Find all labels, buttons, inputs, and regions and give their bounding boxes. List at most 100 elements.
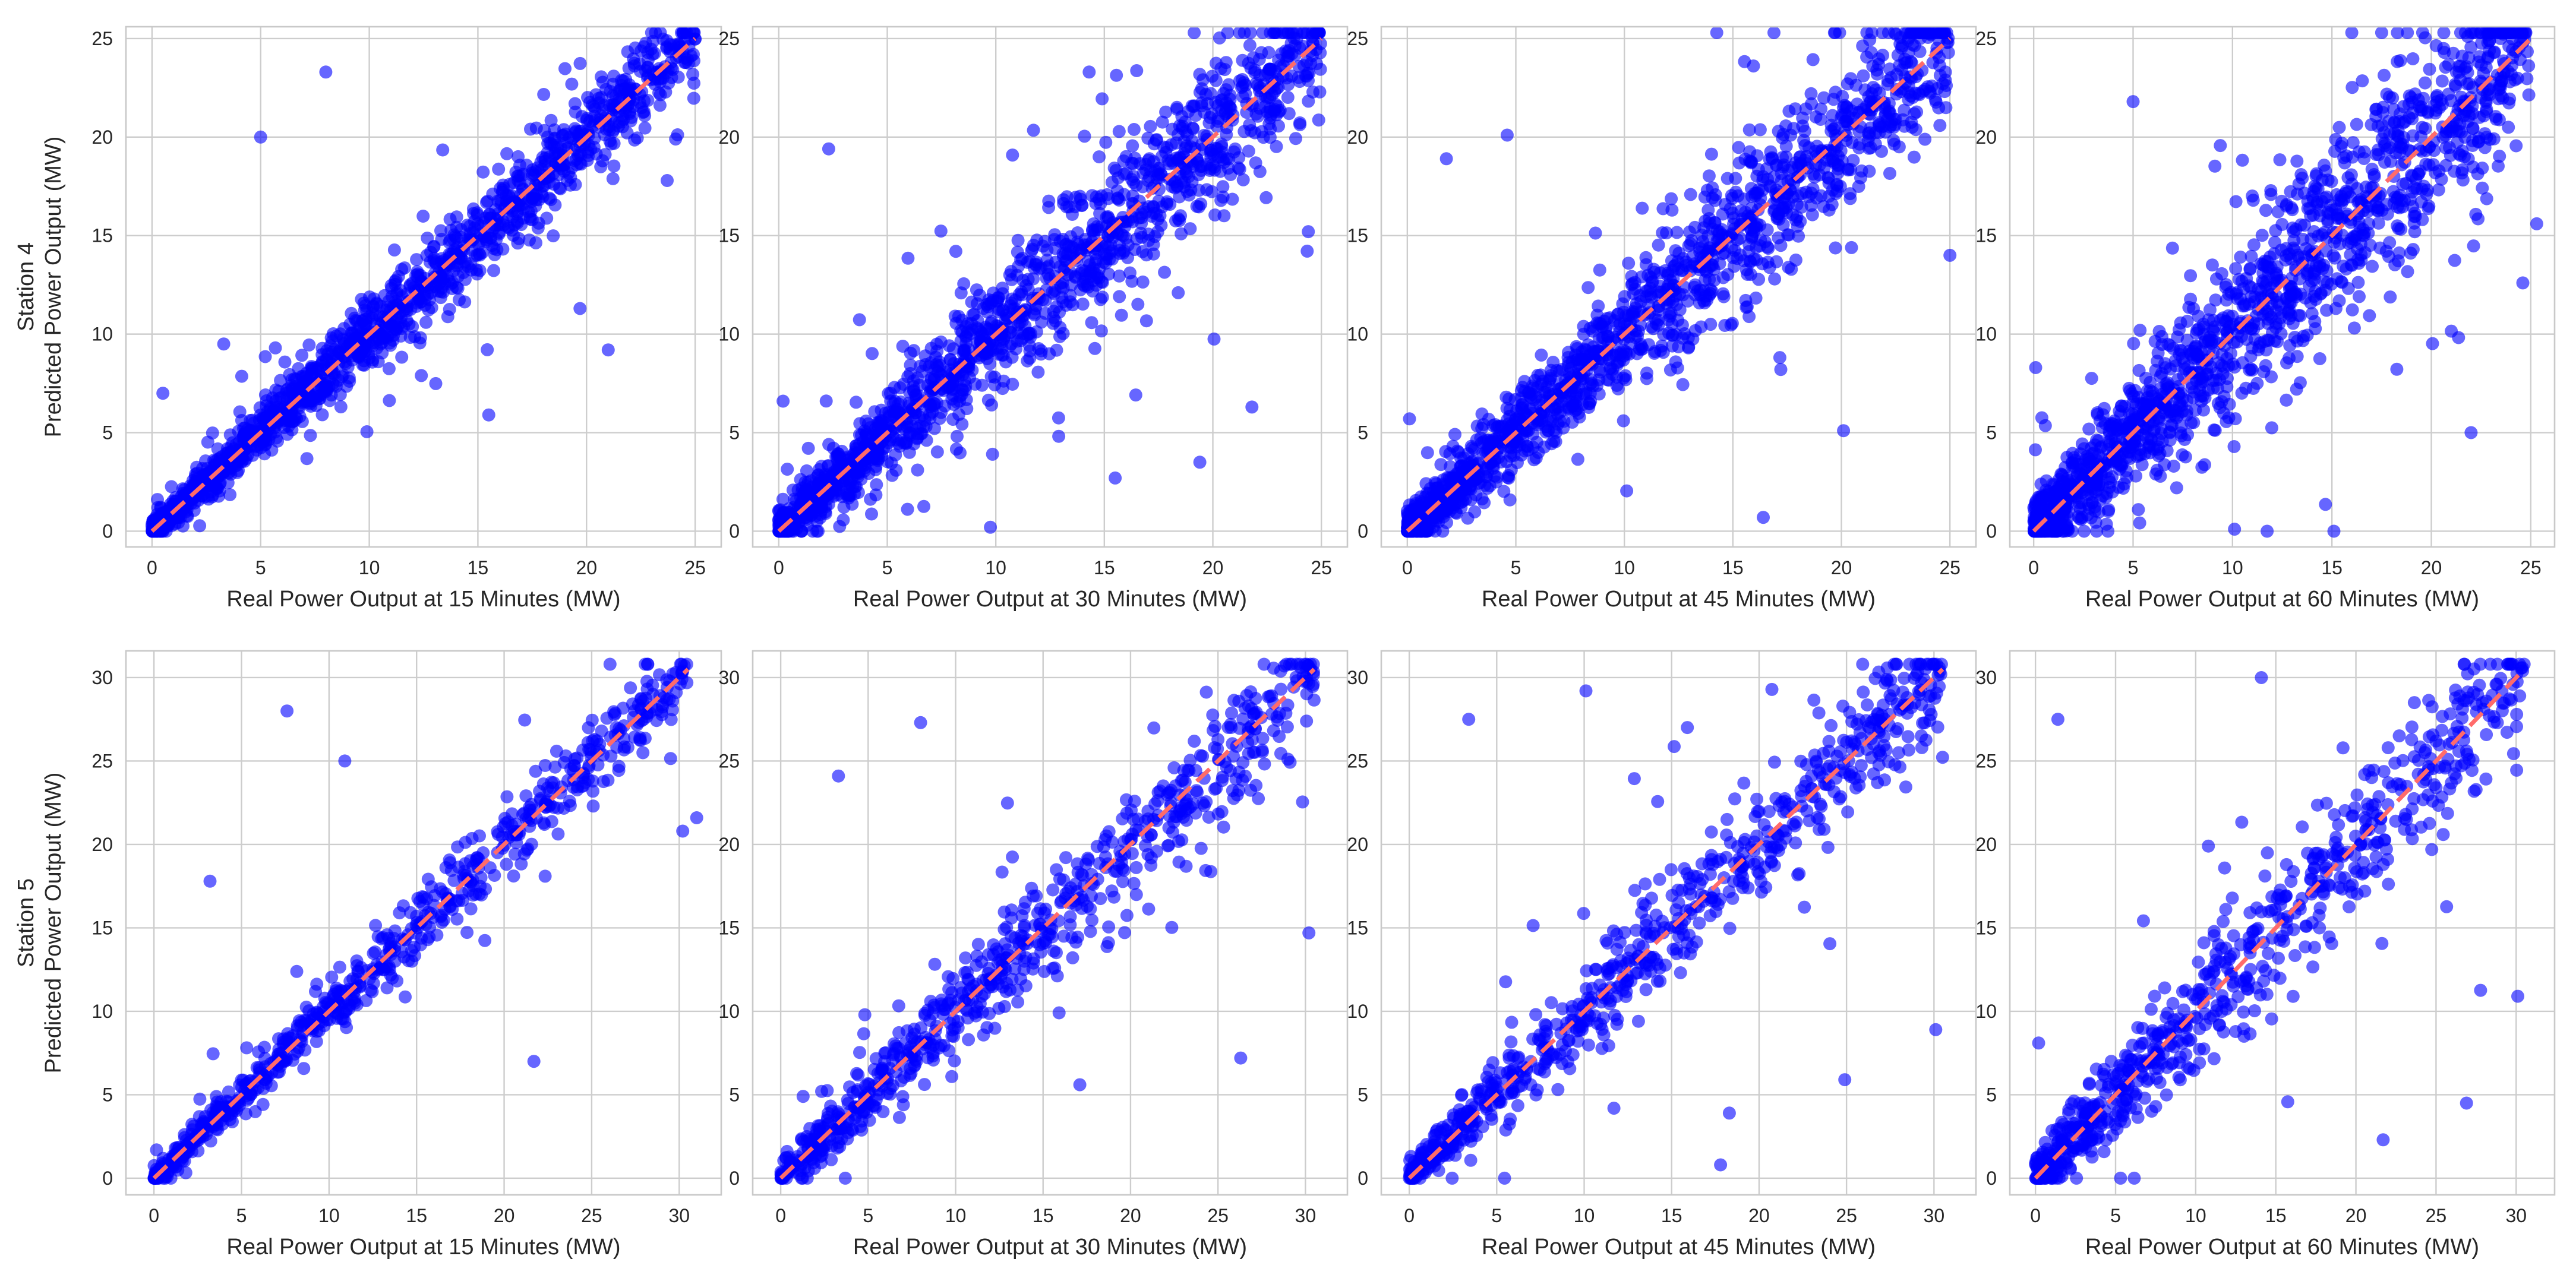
scatter-point: [2351, 276, 2365, 289]
scatter-point: [1151, 213, 1164, 226]
scatter-point: [329, 379, 343, 393]
scatter-point: [410, 253, 424, 267]
scatter-point: [971, 297, 984, 311]
scatter-point: [543, 150, 557, 163]
scatter-point: [1518, 375, 1532, 388]
y-tick-label: 5: [1358, 422, 1368, 444]
scatter-point: [1830, 178, 1844, 191]
scatter-point: [1420, 446, 1434, 460]
scatter-point: [1808, 170, 1821, 184]
scatter-point: [1175, 227, 1188, 241]
scatter-point: [383, 336, 397, 350]
scatter-point: [1707, 273, 1721, 287]
scatter-point: [1209, 96, 1223, 109]
scatter-point: [1193, 455, 1207, 469]
scatter-point: [334, 400, 348, 414]
scatter-point: [661, 174, 674, 187]
scatter-point: [1096, 290, 1109, 304]
scatter-point: [1464, 493, 1478, 507]
scatter-point: [429, 377, 443, 390]
scatter-point: [1054, 280, 1068, 293]
scatter-point: [1217, 209, 1231, 223]
scatter-point: [1717, 290, 1731, 303]
scatter-point: [1290, 27, 1303, 39]
scatter-point: [1535, 348, 1548, 362]
scatter-point: [1078, 129, 1091, 143]
scatter-point: [254, 130, 267, 144]
scatter-point: [472, 247, 486, 261]
scatter-point: [300, 452, 314, 466]
scatter-point: [819, 394, 833, 408]
scatter-point: [907, 344, 921, 358]
scatter-point: [370, 296, 383, 310]
scatter-point: [1829, 241, 1842, 255]
x-tick-label: 5: [1511, 557, 1521, 578]
scatter-point: [1205, 107, 1218, 121]
scatter-point: [1749, 291, 1763, 305]
scatter-point: [1905, 121, 1919, 134]
scatter-point: [406, 276, 419, 290]
scatter-point: [1549, 402, 1563, 416]
scatter-point: [1466, 441, 1479, 455]
scatter-point: [492, 162, 506, 176]
scatter-point: [1244, 124, 1258, 137]
scatter-point: [1403, 412, 1416, 426]
scatter-point: [1767, 197, 1781, 210]
scatter-point: [1725, 317, 1739, 330]
scatter-point: [1173, 190, 1186, 204]
scatter-point: [443, 213, 457, 226]
scatter-point: [1883, 167, 1896, 180]
scatter-point: [634, 101, 648, 115]
scatter-point: [872, 452, 885, 466]
scatter-point: [965, 363, 979, 377]
scatter-point: [235, 369, 248, 383]
scatter-point: [573, 302, 587, 315]
scatter-point: [1668, 258, 1682, 272]
scatter-point: [1845, 241, 1858, 254]
scatter-point: [1238, 27, 1251, 39]
scatter-point: [1706, 191, 1719, 205]
scatter-point: [1463, 479, 1477, 493]
scatter-point: [842, 491, 855, 505]
scatter-point: [482, 408, 495, 422]
scatter-point: [896, 340, 910, 353]
scatter-point: [1760, 223, 1774, 237]
scatter-point: [511, 169, 524, 183]
scatter-point: [659, 85, 673, 99]
scatter-point: [1068, 270, 1082, 283]
scatter-point: [1806, 53, 1820, 67]
scatter-point: [1128, 243, 1142, 257]
scatter-point: [1060, 190, 1074, 204]
scatter-point: [833, 520, 847, 533]
scatter-point: [1500, 128, 1514, 142]
scatter-point: [623, 83, 637, 97]
y-tick-label: 20: [718, 126, 740, 148]
scatter-point: [1577, 320, 1590, 333]
scatter-point: [804, 487, 818, 501]
x-tick-label: 15: [1722, 557, 1744, 578]
scatter-point: [1838, 107, 1852, 121]
scatter-point: [1050, 343, 1063, 357]
scatter-point: [1306, 36, 1319, 49]
scatter-point: [1091, 223, 1104, 236]
scatter-point: [1188, 99, 1201, 113]
scatter-point: [1015, 288, 1028, 302]
scatter-point: [1207, 332, 1221, 346]
scatter-point: [217, 337, 231, 351]
scatter-point: [1270, 140, 1283, 153]
y-tick-label: 25: [1347, 28, 1368, 49]
scatter-point: [1682, 239, 1696, 252]
scatter-point: [1538, 440, 1551, 454]
scatter-point: [1166, 122, 1179, 136]
scatter-point: [813, 474, 827, 488]
scatter-point: [1743, 145, 1757, 159]
scatter-point: [1042, 194, 1056, 208]
scatter-point: [460, 219, 474, 232]
scatter-point: [1706, 222, 1719, 236]
scatter-point: [323, 394, 336, 407]
scatter-point: [947, 382, 961, 396]
scatter-point: [1028, 308, 1041, 322]
scatter-point: [1243, 39, 1257, 52]
scatter-point: [458, 295, 472, 309]
